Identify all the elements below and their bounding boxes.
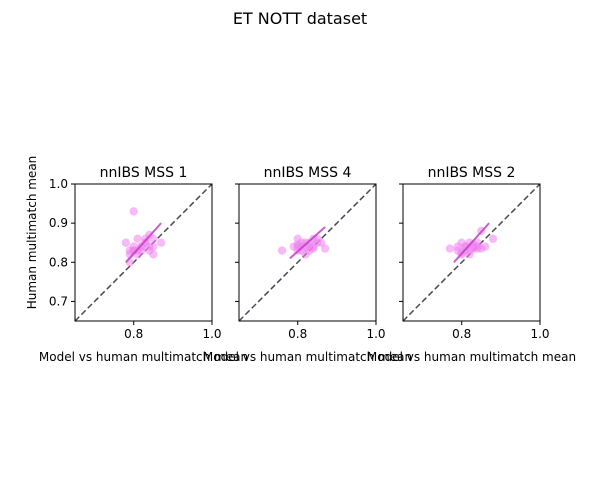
identity-diagonal-line (239, 184, 376, 321)
x-tick-label: 1.0 (202, 327, 221, 341)
subplot-title: nnIBS MSS 2 (428, 165, 516, 181)
y-tick-label: 0.9 (49, 216, 68, 230)
data-point (445, 244, 455, 253)
x-tick-label: 1.0 (530, 327, 549, 341)
subplot-panels: nnIBS MSS 1 0.8 1.0 0.7 0.8 0.9 1.0 Model vs hu… (25, 156, 576, 364)
regression-fit-line (125, 222, 162, 263)
plot-area (239, 184, 376, 321)
data-point (488, 234, 498, 243)
subplot-title: nnIBS MSS 1 (100, 165, 188, 181)
subplot-2: nnIBS MSS 4 0.8 1.0 Model vs human multimat… (203, 165, 412, 364)
axes-frame (238, 183, 377, 322)
data-point (473, 244, 482, 253)
plot-area (403, 184, 540, 321)
data-point (309, 244, 318, 253)
regression-fit-line (289, 226, 326, 260)
x-tick-label: 0.8 (452, 327, 471, 341)
y-axis-label: Human multimatch mean (25, 156, 39, 310)
x-tick-label: 1.0 (366, 327, 385, 341)
data-point (129, 207, 138, 216)
y-tick-label: 0.7 (49, 294, 68, 308)
figure-title: ET NOTT dataset (233, 9, 367, 28)
x-axis-label: Model vs human multimatch mean (367, 350, 576, 364)
data-point (121, 238, 131, 247)
data-point (277, 246, 287, 255)
axes-frame (74, 183, 213, 322)
plot-area (75, 184, 212, 321)
y-tick-label: 0.8 (49, 255, 68, 269)
axes-frame (402, 183, 541, 322)
data-point (293, 240, 302, 249)
subplot-1: nnIBS MSS 1 0.8 1.0 0.7 0.8 0.9 1.0 Model vs hu… (25, 156, 248, 364)
data-point (481, 242, 490, 251)
x-tick-label: 0.8 (288, 327, 307, 341)
identity-diagonal-line (75, 184, 212, 321)
x-tick-label: 0.8 (124, 327, 143, 341)
data-point (320, 244, 330, 253)
data-point (133, 234, 142, 243)
y-tick-label: 1.0 (49, 177, 68, 191)
identity-diagonal-line (403, 184, 540, 321)
data-point (149, 234, 158, 243)
data-point (149, 242, 158, 251)
subplot-title: nnIBS MSS 4 (264, 165, 352, 181)
regression-fit-line (453, 222, 490, 263)
data-point (156, 238, 166, 247)
x-axis-label: Model vs human multimatch mean (203, 350, 412, 364)
data-point (461, 242, 470, 251)
x-axis-label: Model vs human multimatch mean (39, 350, 248, 364)
subplot-3: nnIBS MSS 2 0.8 1.0 Model vs human multimat… (367, 165, 576, 364)
data-point (149, 250, 158, 259)
